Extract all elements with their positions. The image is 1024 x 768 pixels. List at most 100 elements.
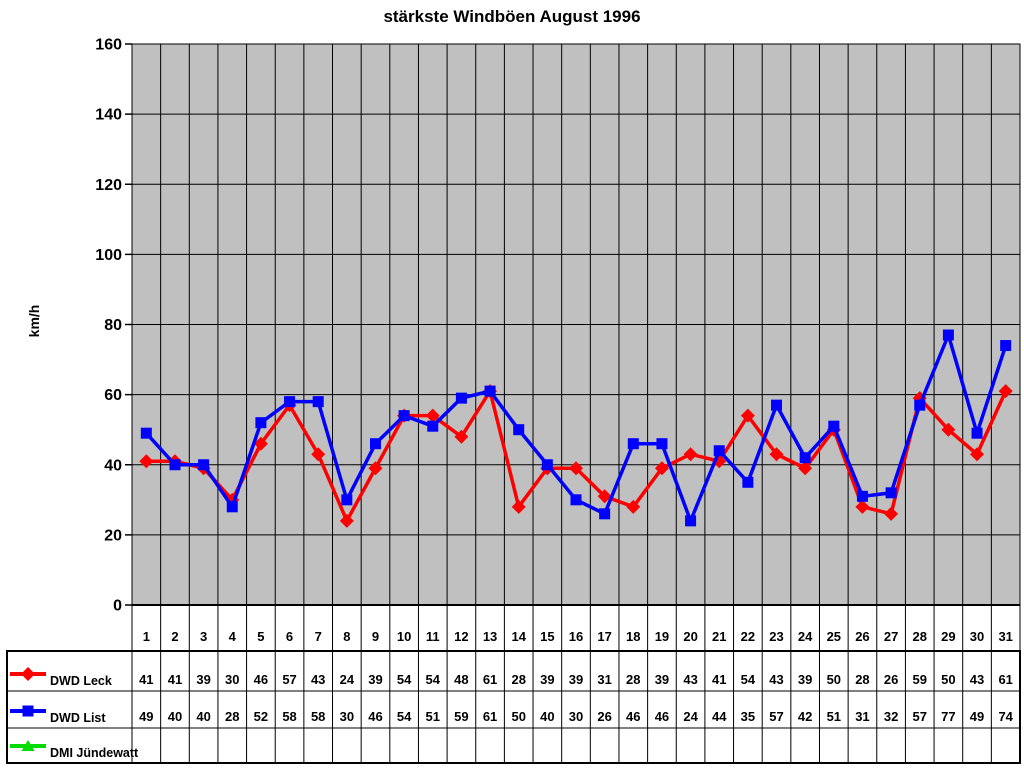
x-category-label: 10 [397,629,411,644]
table-cell-value: 32 [884,709,898,724]
y-tick-label: 140 [95,107,122,124]
square-marker-icon [341,494,353,506]
square-marker-icon [1000,340,1012,352]
square-marker-icon [599,508,611,520]
square-marker-icon [799,452,811,464]
diamond-marker-icon [798,461,813,476]
x-category-label: 26 [855,629,869,644]
x-category-label: 3 [200,629,207,644]
table-cell-value: 49 [139,709,153,724]
x-category-label: 30 [970,629,984,644]
y-tick-label: 20 [104,527,122,544]
y-axis-title: km/h [26,304,42,338]
diamond-marker-icon [253,436,268,451]
square-marker-icon [885,487,897,499]
x-category-label: 5 [257,629,264,644]
x-category-label: 25 [827,629,841,644]
table-cell-value: 43 [311,672,325,687]
square-marker-icon [771,399,783,411]
table-cell-value: 43 [769,672,783,687]
table-cell-value: 54 [397,709,412,724]
table-cell-value: 39 [540,672,554,687]
diamond-marker-icon [998,384,1013,399]
table-cell-value: 46 [655,709,669,724]
triangle-marker-icon [21,740,35,751]
square-marker-icon [255,417,267,429]
table-cell-value: 49 [970,709,984,724]
table-cell-value: 31 [597,672,611,687]
table-cell-value: 51 [827,709,841,724]
table-cell-value: 46 [626,709,640,724]
table-cell-value: 31 [855,709,869,724]
table-cell-value: 44 [712,709,727,724]
diamond-marker-icon [425,408,440,423]
x-category-label: 9 [372,629,379,644]
table-cell-value: 28 [511,672,525,687]
x-category-label: 1 [143,629,150,644]
x-category-label: 28 [913,629,927,644]
x-category-label: 21 [712,629,726,644]
x-category-label: 12 [454,629,468,644]
diamond-marker-icon [654,461,669,476]
diamond-marker-icon [339,513,354,528]
table-cell-value: 52 [254,709,268,724]
square-marker-icon [369,438,381,450]
series-name-label: DWD Leck [50,674,112,688]
square-marker-icon [828,420,840,432]
diamond-marker-icon [941,422,956,437]
square-marker-icon [942,329,954,341]
table-cell-value: 24 [683,709,698,724]
diamond-marker-icon [569,461,583,476]
table-cell-value: 24 [340,672,355,687]
table-cell-value: 51 [426,709,440,724]
x-category-label: 31 [998,629,1012,644]
y-tick-label: 100 [95,247,122,264]
table-cell-value: 54 [741,672,756,687]
table-cell-value: 61 [483,709,497,724]
y-tick-label: 80 [104,317,122,334]
square-marker-icon [312,396,324,408]
square-marker-icon [455,392,467,404]
diamond-marker-icon [21,667,35,681]
table-cell-value: 39 [798,672,812,687]
y-tick-label: 0 [113,598,122,615]
square-marker-icon [140,427,152,439]
square-marker-icon [226,501,238,513]
table-cell-value: 77 [941,709,955,724]
table-cell-value: 40 [540,709,554,724]
y-tick-label: 60 [104,387,122,404]
table-cell-value: 59 [454,709,468,724]
table-cell-value: 50 [941,672,955,687]
x-category-label: 19 [655,629,669,644]
table-cell-value: 61 [998,672,1012,687]
square-marker-icon [484,385,496,397]
table-cell-value: 40 [168,709,182,724]
x-category-label: 17 [597,629,611,644]
table-cell-value: 39 [569,672,583,687]
x-category-label: 6 [286,629,293,644]
y-tick-label: 120 [95,177,122,194]
table-cell-value: 39 [368,672,382,687]
square-marker-icon [570,494,582,506]
diamond-marker-icon [855,499,870,514]
square-marker-icon [22,705,34,717]
square-marker-icon [541,459,553,471]
table-cell-value: 59 [913,672,927,687]
square-marker-icon [685,515,697,527]
diamond-marker-icon [511,499,526,514]
table-cell-value: 26 [597,709,611,724]
x-category-label: 15 [540,629,554,644]
table-cell-value: 57 [282,672,296,687]
table-cell-value: 35 [741,709,755,724]
table-cell-value: 30 [225,672,239,687]
x-category-label: 29 [941,629,955,644]
diamond-marker-icon [740,408,755,423]
table-cell-value: 46 [254,672,268,687]
table-cell-value: 43 [970,672,984,687]
diamond-marker-icon [884,506,899,521]
x-category-label: 24 [798,629,813,644]
table-cell-value: 54 [397,672,412,687]
diamond-marker-icon [970,447,985,462]
table-cell-value: 41 [712,672,726,687]
